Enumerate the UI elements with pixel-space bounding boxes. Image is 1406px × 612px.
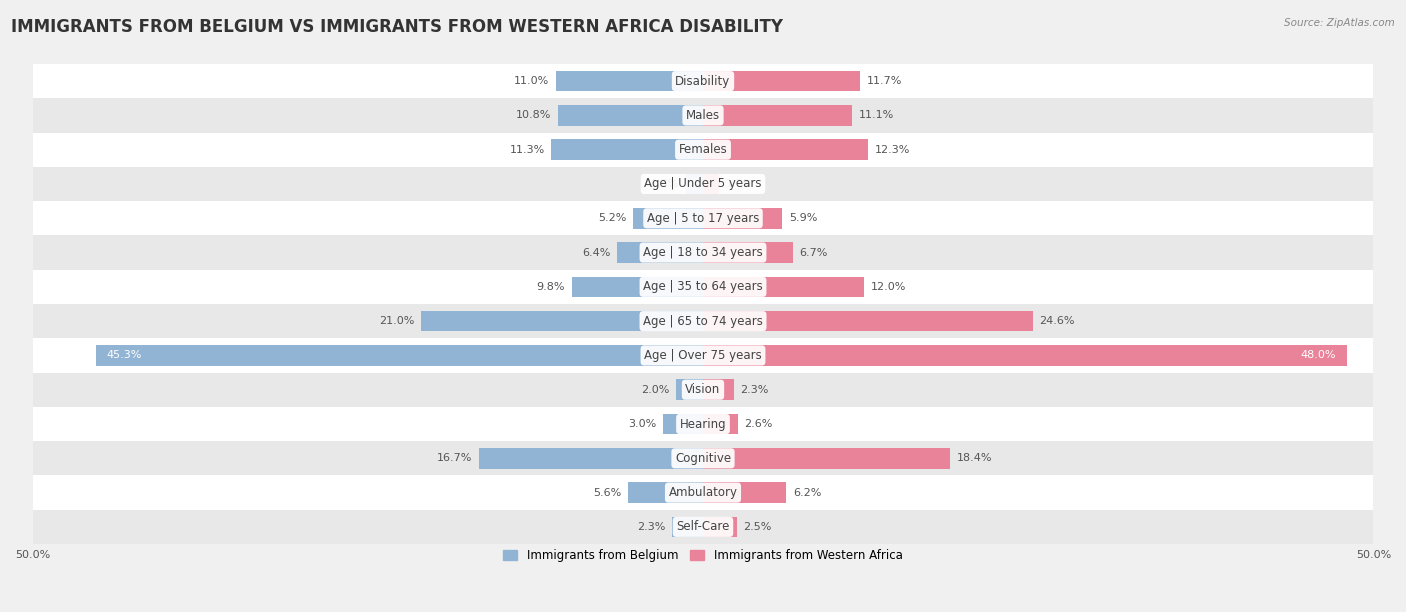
Text: 11.7%: 11.7%	[866, 76, 901, 86]
Text: Age | 5 to 17 years: Age | 5 to 17 years	[647, 212, 759, 225]
Bar	[32, 407, 1374, 441]
Text: 24.6%: 24.6%	[1039, 316, 1076, 326]
Text: 5.6%: 5.6%	[593, 488, 621, 498]
Bar	[32, 201, 1374, 236]
Bar	[32, 64, 1374, 99]
Bar	[672, 517, 703, 537]
Text: 6.2%: 6.2%	[793, 488, 821, 498]
Bar	[703, 140, 868, 160]
Text: Self-Care: Self-Care	[676, 520, 730, 534]
Bar	[32, 133, 1374, 167]
Text: 1.2%: 1.2%	[725, 179, 754, 189]
Text: Females: Females	[679, 143, 727, 156]
Text: Cognitive: Cognitive	[675, 452, 731, 465]
Bar	[551, 140, 703, 160]
Text: 12.0%: 12.0%	[870, 282, 905, 292]
Bar	[662, 414, 703, 435]
Bar	[703, 448, 949, 469]
Bar	[32, 236, 1374, 270]
Text: Age | Over 75 years: Age | Over 75 years	[644, 349, 762, 362]
Text: 18.4%: 18.4%	[956, 453, 991, 463]
Bar	[617, 242, 703, 263]
Text: Hearing: Hearing	[679, 417, 727, 430]
Bar	[676, 379, 703, 400]
Text: 6.7%: 6.7%	[800, 248, 828, 258]
Legend: Immigrants from Belgium, Immigrants from Western Africa: Immigrants from Belgium, Immigrants from…	[499, 545, 907, 567]
Bar	[703, 311, 1033, 332]
Bar	[703, 379, 734, 400]
Text: 11.0%: 11.0%	[513, 76, 548, 86]
Bar	[572, 277, 703, 297]
Text: 2.0%: 2.0%	[641, 385, 669, 395]
Text: 2.6%: 2.6%	[745, 419, 773, 429]
Bar	[686, 174, 703, 194]
Bar	[703, 208, 782, 228]
Text: 11.1%: 11.1%	[859, 110, 894, 121]
Bar	[32, 441, 1374, 476]
Text: 2.3%: 2.3%	[741, 385, 769, 395]
Text: 1.3%: 1.3%	[651, 179, 679, 189]
Text: Source: ZipAtlas.com: Source: ZipAtlas.com	[1284, 18, 1395, 28]
Bar	[703, 105, 852, 125]
Bar	[633, 208, 703, 228]
Bar	[32, 373, 1374, 407]
Bar	[703, 242, 793, 263]
Text: Age | 35 to 64 years: Age | 35 to 64 years	[643, 280, 763, 293]
Text: Disability: Disability	[675, 75, 731, 88]
Text: 48.0%: 48.0%	[1301, 351, 1336, 360]
Text: IMMIGRANTS FROM BELGIUM VS IMMIGRANTS FROM WESTERN AFRICA DISABILITY: IMMIGRANTS FROM BELGIUM VS IMMIGRANTS FR…	[11, 18, 783, 36]
Bar	[628, 482, 703, 503]
Text: 2.3%: 2.3%	[637, 522, 665, 532]
Bar	[703, 482, 786, 503]
Bar	[703, 345, 1347, 366]
Text: 6.4%: 6.4%	[582, 248, 610, 258]
Text: 21.0%: 21.0%	[380, 316, 415, 326]
Text: 5.9%: 5.9%	[789, 213, 817, 223]
Bar	[558, 105, 703, 125]
Bar	[32, 510, 1374, 544]
Text: Males: Males	[686, 109, 720, 122]
Text: 10.8%: 10.8%	[516, 110, 551, 121]
Text: Vision: Vision	[685, 383, 721, 396]
Text: 16.7%: 16.7%	[437, 453, 472, 463]
Bar	[703, 277, 863, 297]
Text: 3.0%: 3.0%	[628, 419, 657, 429]
Text: 12.3%: 12.3%	[875, 144, 910, 155]
Bar	[703, 71, 860, 91]
Bar	[422, 311, 703, 332]
Text: Age | Under 5 years: Age | Under 5 years	[644, 177, 762, 190]
Text: 45.3%: 45.3%	[107, 351, 142, 360]
Text: 11.3%: 11.3%	[509, 144, 544, 155]
Bar	[703, 174, 718, 194]
Text: 5.2%: 5.2%	[598, 213, 627, 223]
Bar	[32, 270, 1374, 304]
Text: 9.8%: 9.8%	[537, 282, 565, 292]
Bar	[703, 517, 737, 537]
Text: 2.5%: 2.5%	[744, 522, 772, 532]
Bar	[32, 476, 1374, 510]
Bar	[32, 304, 1374, 338]
Text: Age | 65 to 74 years: Age | 65 to 74 years	[643, 315, 763, 327]
Bar	[32, 99, 1374, 133]
Bar	[96, 345, 703, 366]
Bar	[479, 448, 703, 469]
Bar	[32, 167, 1374, 201]
Text: Ambulatory: Ambulatory	[668, 486, 738, 499]
Bar	[555, 71, 703, 91]
Text: Age | 18 to 34 years: Age | 18 to 34 years	[643, 246, 763, 259]
Bar	[32, 338, 1374, 373]
Bar	[703, 414, 738, 435]
